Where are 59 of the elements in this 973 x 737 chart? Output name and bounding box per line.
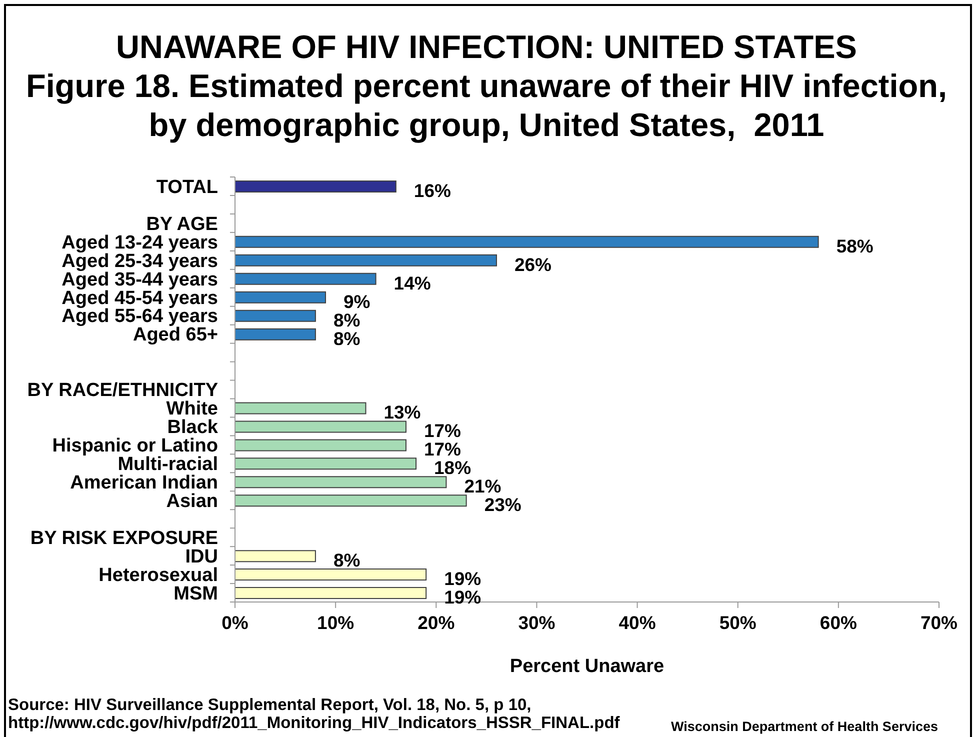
data-label: 13% — [384, 402, 421, 423]
y-tick-label: BY RISK EXPOSURE — [30, 528, 218, 549]
y-tick-label: BY RACE/ETHNICITY — [27, 380, 218, 402]
x-tick-label: 30% — [518, 612, 556, 634]
data-label: 8% — [333, 550, 360, 571]
y-tick-label: IDU — [185, 546, 218, 568]
y-tick-label: Black — [167, 417, 218, 438]
data-label: 17% — [424, 438, 462, 460]
data-label: 23% — [484, 494, 522, 516]
bar — [235, 180, 396, 192]
y-tick-label: White — [166, 398, 218, 420]
y-tick-label: BY AGE — [146, 214, 218, 235]
data-label: 14% — [394, 272, 431, 294]
x-tick-label: 50% — [719, 612, 756, 634]
y-tick-label: MSM — [174, 583, 218, 604]
data-label: 18% — [434, 457, 472, 478]
x-tick-label: 20% — [418, 612, 455, 634]
text: http://www.cdc.gov/hiv/pdf/2011_Monitoring_HIV_Indicators_HSSR_FINAL.pdf — [8, 714, 620, 733]
x-axis-title: Percent Unaware — [508, 655, 666, 679]
data-label: 9% — [344, 290, 370, 312]
y-tick-label: TOTAL — [156, 176, 218, 198]
y-tick-label: Hispanic or Latino — [52, 436, 218, 457]
x-tick-label: 70% — [920, 612, 958, 634]
source-note: Source: HIV Surveillance Supplemental Report, Vol. 18, No. 5, p 10, — [8, 695, 532, 715]
x-tick-label: 40% — [618, 612, 656, 634]
x-tick-label: 0% — [222, 612, 248, 634]
x-tick-label: 60% — [820, 612, 857, 634]
bar — [235, 587, 427, 600]
bar — [235, 568, 427, 581]
data-label: 26% — [514, 254, 552, 275]
chart-subtitle: Figure 18. Estimated percent unaware of their HIV infection, by demographic group, United States, 2011 — [24, 67, 948, 145]
y-tick-label: American Indian — [70, 472, 218, 494]
data-label: 58% — [836, 235, 874, 256]
chart-title: UNAWARE OF HIV INFECTION: UNITED STATES — [115, 28, 858, 67]
bar — [235, 550, 316, 562]
x-tick-label: 10% — [317, 612, 354, 634]
y-tick-label: Heterosexual — [98, 564, 218, 586]
bar — [235, 291, 326, 304]
bar — [235, 476, 447, 488]
data-label: 17% — [424, 420, 462, 442]
y-tick-label: Asian — [166, 491, 218, 512]
bar — [235, 310, 316, 322]
bar — [235, 328, 316, 340]
data-label: 8% — [333, 309, 360, 330]
data-label: 8% — [333, 328, 360, 349]
text: Wisconsin Department of Health Services — [671, 718, 938, 735]
data-label: 21% — [464, 476, 502, 497]
bar — [235, 236, 819, 248]
bar — [235, 420, 406, 433]
bar — [235, 439, 406, 452]
bar — [235, 272, 376, 285]
data-label: 16% — [414, 180, 451, 201]
y-tick-label: Multi-racial — [118, 454, 218, 476]
y-tick-label: Aged 13-24 years — [62, 232, 218, 254]
bar — [235, 458, 417, 470]
bar — [235, 494, 467, 507]
y-tick-label: Aged 65+ — [132, 324, 218, 346]
bar — [235, 254, 497, 266]
bar — [235, 402, 366, 414]
